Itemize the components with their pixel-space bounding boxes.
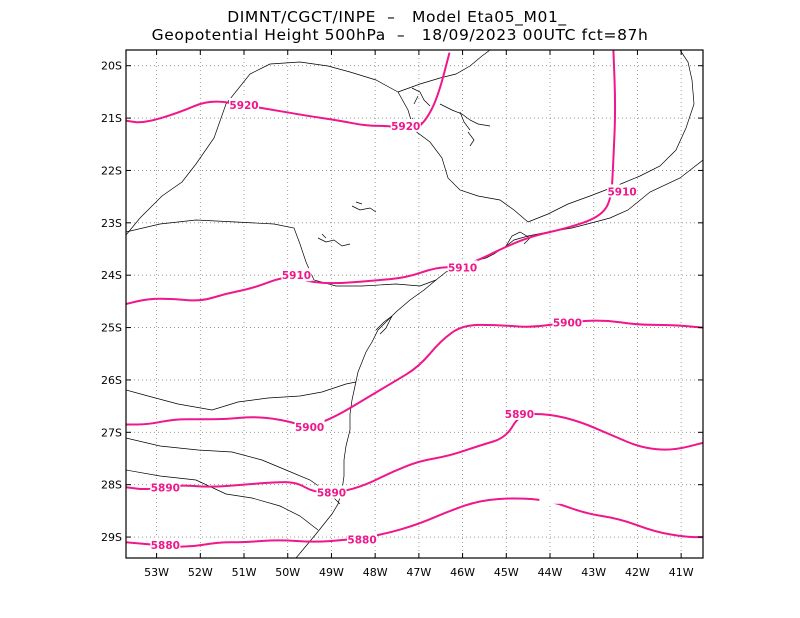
contour-label-bg <box>504 406 535 420</box>
contour-label-5910: 5910 <box>448 262 477 274</box>
x-tick-label: 41W <box>669 566 694 579</box>
contour-label-5880: 5880 <box>151 540 180 552</box>
y-tick-label: 22S <box>101 164 122 177</box>
x-axis-ticks: 53W 52W 51W 50W 49W 48W 47W 46W 45W 44W 43W 42W 41W <box>144 50 694 579</box>
contour-label-bg <box>607 184 638 198</box>
x-tick-label: 48W <box>363 566 388 579</box>
sc-parana-border <box>126 381 357 411</box>
contour-label-bg <box>150 537 181 551</box>
contour-label-bg <box>229 97 260 111</box>
contour-label-bg <box>281 268 312 282</box>
y-tick-label: 21S <box>101 112 122 125</box>
contour-label-bg <box>316 485 347 499</box>
plot-frame <box>125 49 704 559</box>
x-tick-label: 53W <box>144 566 169 579</box>
y-tick-label: 23S <box>101 217 122 230</box>
contour-label-5890: 5890 <box>317 488 346 500</box>
contour-label-bg <box>539 490 570 504</box>
contour-label-5910: 5910 <box>608 186 637 198</box>
x-tick-label: 49W <box>319 566 344 579</box>
contour-label-bg <box>294 420 325 434</box>
x-tick-label: 52W <box>188 566 213 579</box>
contour-label-5890: 5890 <box>505 409 534 421</box>
contour-5890 <box>126 413 703 494</box>
mg-sp-border <box>397 91 529 223</box>
contour-label-5920: 5920 <box>229 100 258 112</box>
contour-5900 <box>126 319 703 426</box>
y-axis-ticks: 20S 21S 22S 23S 24S 25S 26S 27S 28S 29S <box>101 60 703 544</box>
x-tick-label: 46W <box>450 566 475 579</box>
reservoir-4 <box>317 233 351 247</box>
contour-label-5920: 5920 <box>391 121 420 133</box>
mg-go-border <box>397 50 491 93</box>
contour-label-5900: 5900 <box>295 422 324 434</box>
ms-sp-border <box>126 61 399 236</box>
contour-label-5900: 5900 <box>553 317 582 329</box>
contour-5880 <box>126 497 703 548</box>
contour-label-5890: 5890 <box>151 482 180 494</box>
mg-rj-es-border <box>527 50 695 223</box>
x-tick-label: 51W <box>232 566 257 579</box>
y-tick-label: 29S <box>101 531 122 544</box>
contour-5910 <box>126 50 617 305</box>
contour-label-5910: 5910 <box>282 270 311 282</box>
contour-labels: 5920 5920 5910 5910 5910 5900 5900 5890 5890 5890… <box>150 97 638 552</box>
x-tick-label: 47W <box>406 566 431 579</box>
chart-title-line-1: DIMNT/CGCT/INPE – Model Eta05_M01_ <box>227 8 567 26</box>
contour-5920 <box>126 52 451 131</box>
y-tick-label: 25S <box>101 322 122 335</box>
y-tick-label: 20S <box>101 60 122 73</box>
x-tick-label: 50W <box>275 566 300 579</box>
x-tick-label: 45W <box>494 566 519 579</box>
x-tick-label: 44W <box>538 566 563 579</box>
contour-label-bg <box>347 532 378 546</box>
uruguay-border <box>126 469 319 531</box>
x-tick-label: 43W <box>581 566 606 579</box>
contour-label-5880: 5880 <box>347 535 376 547</box>
y-tick-label: 27S <box>101 426 122 439</box>
contour-label-bg <box>150 480 181 494</box>
contour-label-bg <box>390 118 421 132</box>
reservoir-2 <box>439 103 491 147</box>
reservoir-3 <box>351 201 377 213</box>
reservoir-1 <box>411 87 431 107</box>
y-tick-label: 28S <box>101 479 122 492</box>
guanabara-bay <box>505 231 531 247</box>
y-tick-label: 26S <box>101 374 122 387</box>
chart-title-line-2: Geopotential Height 500hPa – 18/09/2023 … <box>151 26 649 44</box>
parana-sp-border <box>126 219 437 287</box>
paranagua-bay <box>375 315 393 335</box>
y-tick-label: 24S <box>101 269 122 282</box>
contour-label-bg <box>447 260 478 274</box>
x-tick-label: 42W <box>625 566 650 579</box>
contour-label-bg <box>552 315 583 329</box>
